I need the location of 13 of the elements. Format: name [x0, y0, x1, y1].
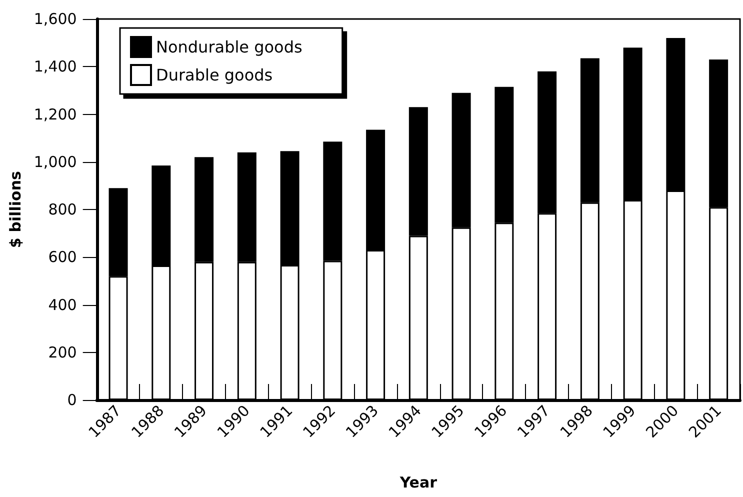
y-tick-label: 1,200: [34, 105, 77, 124]
y-axis-title: $ billions: [6, 170, 24, 248]
y-tick-label: 1,000: [34, 152, 77, 171]
legend-label: Nondurable goods: [156, 38, 302, 56]
x-axis-title: Year: [398, 474, 438, 492]
y-tick-label: 400: [48, 296, 77, 314]
y-tick-label: 1,400: [34, 58, 77, 76]
y-tick-label: 600: [48, 248, 77, 266]
y-tick-label: 0: [67, 391, 77, 409]
y-tick-label: 200: [48, 343, 77, 362]
y-tick-label: 1,600: [34, 10, 77, 28]
y-tick-label: 800: [48, 200, 77, 218]
legend-label: Durable goods: [156, 66, 273, 84]
